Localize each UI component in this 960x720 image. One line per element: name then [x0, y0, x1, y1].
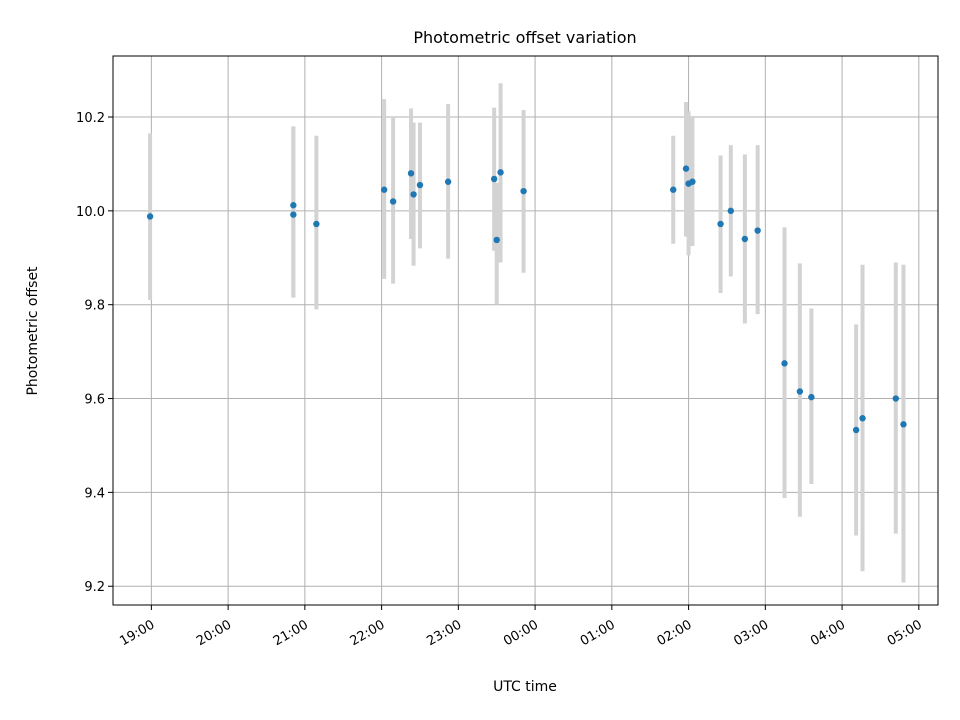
- y-tick-label: 10.2: [76, 111, 105, 126]
- data-point: [727, 207, 734, 215]
- data-point: [444, 178, 452, 185]
- data-point: [859, 415, 866, 422]
- data-point: [754, 227, 761, 234]
- y-tick-label: 10.0: [76, 205, 105, 220]
- plot-frame: [112, 55, 939, 606]
- data-point: [892, 395, 899, 402]
- data-point: [781, 360, 788, 367]
- y-tick-label: 9.8: [84, 299, 105, 314]
- data-point: [313, 220, 320, 228]
- data-point: [490, 175, 498, 183]
- data-point: [493, 236, 500, 244]
- y-tick-label: 9.6: [84, 393, 105, 408]
- data-point: [682, 165, 690, 172]
- chart-title: Photometric offset variation: [413, 28, 636, 47]
- data-point: [796, 388, 804, 395]
- data-point: [290, 211, 297, 218]
- data-point: [717, 220, 724, 228]
- data-point: [689, 178, 696, 185]
- data-point: [852, 426, 860, 434]
- data-point: [290, 202, 297, 209]
- data-point: [497, 169, 504, 176]
- data-point: [670, 186, 677, 193]
- data-point: [389, 198, 397, 205]
- data-point: [741, 235, 749, 243]
- y-tick-label: 9.4: [84, 486, 105, 501]
- x-axis-label: UTC time: [493, 679, 557, 695]
- data-point: [410, 191, 417, 198]
- data-point: [146, 213, 154, 220]
- data-points: [146, 165, 907, 434]
- y-tick-label: 9.2: [84, 580, 105, 595]
- y-axis-label: Photometric offset: [25, 266, 41, 396]
- data-point: [520, 187, 527, 195]
- data-point: [380, 186, 388, 193]
- y-axis-ticks: 9.2 9.4 9.6 9.8 10.0 10.2: [76, 111, 113, 595]
- data-point: [808, 393, 815, 401]
- data-point: [416, 181, 424, 189]
- data-point: [407, 170, 415, 177]
- data-point: [900, 421, 907, 428]
